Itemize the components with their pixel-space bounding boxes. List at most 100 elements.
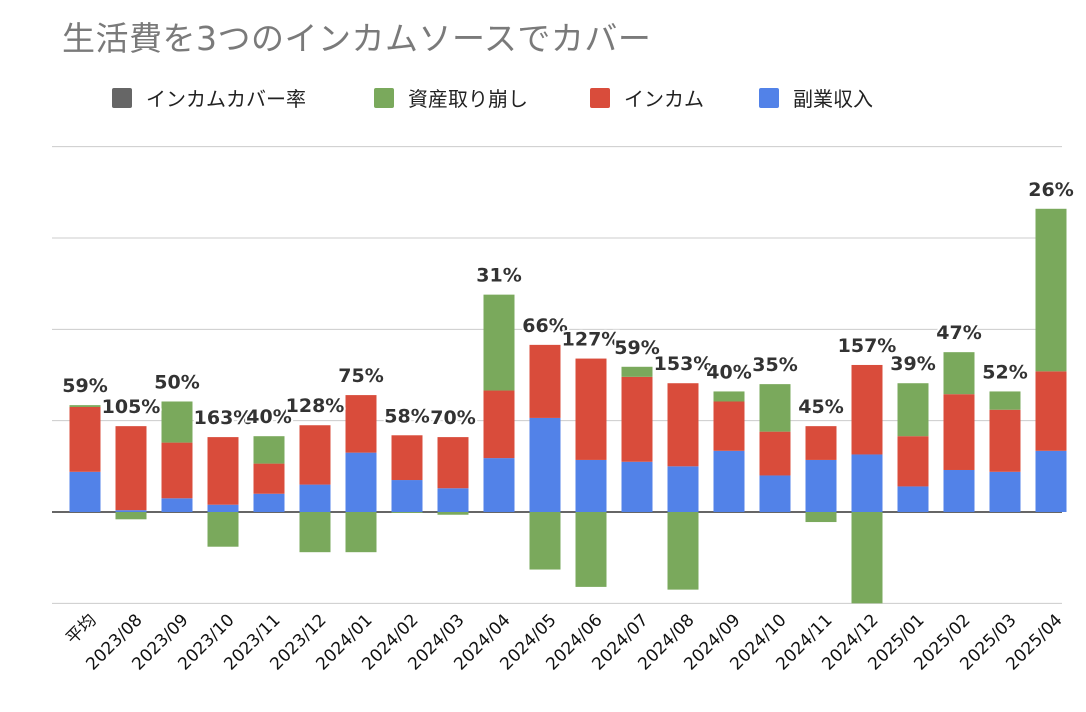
bar-side-income[interactable] xyxy=(207,504,239,512)
bar-side-income[interactable] xyxy=(391,480,423,512)
bar-income[interactable] xyxy=(621,376,653,462)
bar-income[interactable] xyxy=(483,390,515,459)
bar-asset-withdrawal[interactable] xyxy=(483,294,515,391)
bar-income[interactable] xyxy=(943,394,975,470)
bar-side-income[interactable] xyxy=(253,493,285,512)
bar-income[interactable] xyxy=(713,401,745,451)
bar-side-income[interactable] xyxy=(851,454,883,512)
coverage-rate-label: 75% xyxy=(338,365,383,387)
bar-asset-withdrawal[interactable] xyxy=(299,512,331,553)
legend-swatch-income xyxy=(590,87,610,108)
bar-side-income[interactable] xyxy=(299,484,331,512)
bar-side-income[interactable] xyxy=(529,417,561,512)
bar-income[interactable] xyxy=(805,426,837,460)
coverage-rate-label: 40% xyxy=(246,406,291,428)
bar-asset-withdrawal[interactable] xyxy=(529,512,561,570)
bar-side-income[interactable] xyxy=(69,471,101,512)
legend-item-coverage-rate[interactable]: インカムカバー率 xyxy=(112,83,306,112)
bar-asset-withdrawal[interactable] xyxy=(897,383,929,437)
bar-side-income[interactable] xyxy=(713,450,745,512)
legend-label-income: インカム xyxy=(624,87,704,111)
bar-side-income[interactable] xyxy=(805,459,837,512)
x-tick-label: 平均 xyxy=(62,610,100,648)
bar-asset-withdrawal[interactable] xyxy=(805,512,837,523)
bar-asset-withdrawal[interactable] xyxy=(713,391,745,402)
bar-asset-withdrawal[interactable] xyxy=(437,512,469,515)
legend-label-side-income: 副業収入 xyxy=(793,87,873,111)
bar-asset-withdrawal[interactable] xyxy=(253,436,285,464)
bar-side-income[interactable] xyxy=(989,471,1021,512)
coverage-rate-label: 52% xyxy=(982,361,1027,383)
bar-side-income[interactable] xyxy=(667,466,699,512)
bar-income[interactable] xyxy=(1035,371,1067,451)
bar-asset-withdrawal[interactable] xyxy=(759,384,791,432)
bar-asset-withdrawal[interactable] xyxy=(621,366,653,377)
bar-income[interactable] xyxy=(253,463,285,494)
coverage-rate-label: 40% xyxy=(706,361,751,383)
coverage-labels: 59%105%50%163%40%128%75%58% 70%31%66%127%… xyxy=(60,177,1075,431)
coverage-rate-label: 26% xyxy=(1028,179,1073,201)
bar-asset-withdrawal[interactable] xyxy=(69,405,101,407)
coverage-rate-label: 157% xyxy=(838,335,897,357)
bar-asset-withdrawal[interactable] xyxy=(943,352,975,395)
bar-income[interactable] xyxy=(759,431,791,476)
coverage-rate-label: 45% xyxy=(798,396,843,418)
bar-income[interactable] xyxy=(529,344,561,418)
bar-side-income[interactable] xyxy=(759,475,791,512)
bars xyxy=(69,208,1067,604)
coverage-rate-label: 47% xyxy=(936,322,981,344)
bar-income[interactable] xyxy=(207,437,239,505)
bar-asset-withdrawal[interactable] xyxy=(115,512,147,520)
bar-side-income[interactable] xyxy=(1035,450,1067,512)
bar-side-income[interactable] xyxy=(437,488,469,512)
bar-income[interactable] xyxy=(299,425,331,485)
coverage-rate-label: 70% xyxy=(430,407,475,429)
bar-side-income[interactable] xyxy=(621,461,653,512)
bar-asset-withdrawal[interactable] xyxy=(575,512,607,587)
coverage-rate-label: 58% xyxy=(384,405,429,427)
bar-asset-withdrawal[interactable] xyxy=(989,391,1021,410)
coverage-rate-label: 59% xyxy=(62,375,107,397)
coverage-rate-label: 66% xyxy=(522,315,567,337)
coverage-rate-label: 128% xyxy=(286,395,345,417)
bar-asset-withdrawal[interactable] xyxy=(391,512,423,513)
bar-income[interactable] xyxy=(851,364,883,455)
legend-swatch-asset-withdrawal xyxy=(374,87,394,108)
bar-asset-withdrawal[interactable] xyxy=(1035,208,1067,372)
bar-income[interactable] xyxy=(897,436,929,487)
coverage-rate-label: 153% xyxy=(654,353,713,375)
coverage-rate-label: 59% xyxy=(614,337,659,359)
coverage-rate-label: 163% xyxy=(194,407,253,429)
legend-item-asset-withdrawal[interactable]: 資産取り崩し xyxy=(374,83,528,112)
chart-title: 生活費を3つのインカムソースでカバー xyxy=(62,19,652,58)
bar-asset-withdrawal[interactable] xyxy=(667,512,699,590)
bar-income[interactable] xyxy=(69,406,101,472)
bar-side-income[interactable] xyxy=(897,486,929,512)
legend-label-coverage-rate: インカムカバー率 xyxy=(146,87,306,111)
bar-side-income[interactable] xyxy=(943,469,975,512)
bar-asset-withdrawal[interactable] xyxy=(161,401,193,443)
bar-asset-withdrawal[interactable] xyxy=(851,512,883,604)
bar-asset-withdrawal[interactable] xyxy=(345,512,377,553)
coverage-rate-label: 50% xyxy=(154,371,199,393)
bar-income[interactable] xyxy=(161,442,193,499)
bar-income[interactable] xyxy=(391,435,423,481)
bar-income[interactable] xyxy=(989,409,1021,472)
coverage-rate-label: 127% xyxy=(562,329,621,351)
bar-side-income[interactable] xyxy=(345,452,377,512)
bar-side-income[interactable] xyxy=(575,459,607,512)
legend-item-side-income[interactable]: 副業収入 xyxy=(759,83,873,112)
bar-side-income[interactable] xyxy=(115,510,147,512)
bar-side-income[interactable] xyxy=(161,498,193,512)
bar-income[interactable] xyxy=(115,426,147,511)
legend-item-income[interactable]: インカム xyxy=(590,83,704,112)
bar-side-income[interactable] xyxy=(483,458,515,512)
bar-income[interactable] xyxy=(575,358,607,460)
bar-income[interactable] xyxy=(667,383,699,467)
bar-income[interactable] xyxy=(345,395,377,453)
bar-asset-withdrawal[interactable] xyxy=(207,512,239,547)
bar-income[interactable] xyxy=(437,437,469,489)
legend-label-asset-withdrawal: 資産取り崩し xyxy=(408,87,528,111)
coverage-rate-label: 105% xyxy=(102,396,161,418)
